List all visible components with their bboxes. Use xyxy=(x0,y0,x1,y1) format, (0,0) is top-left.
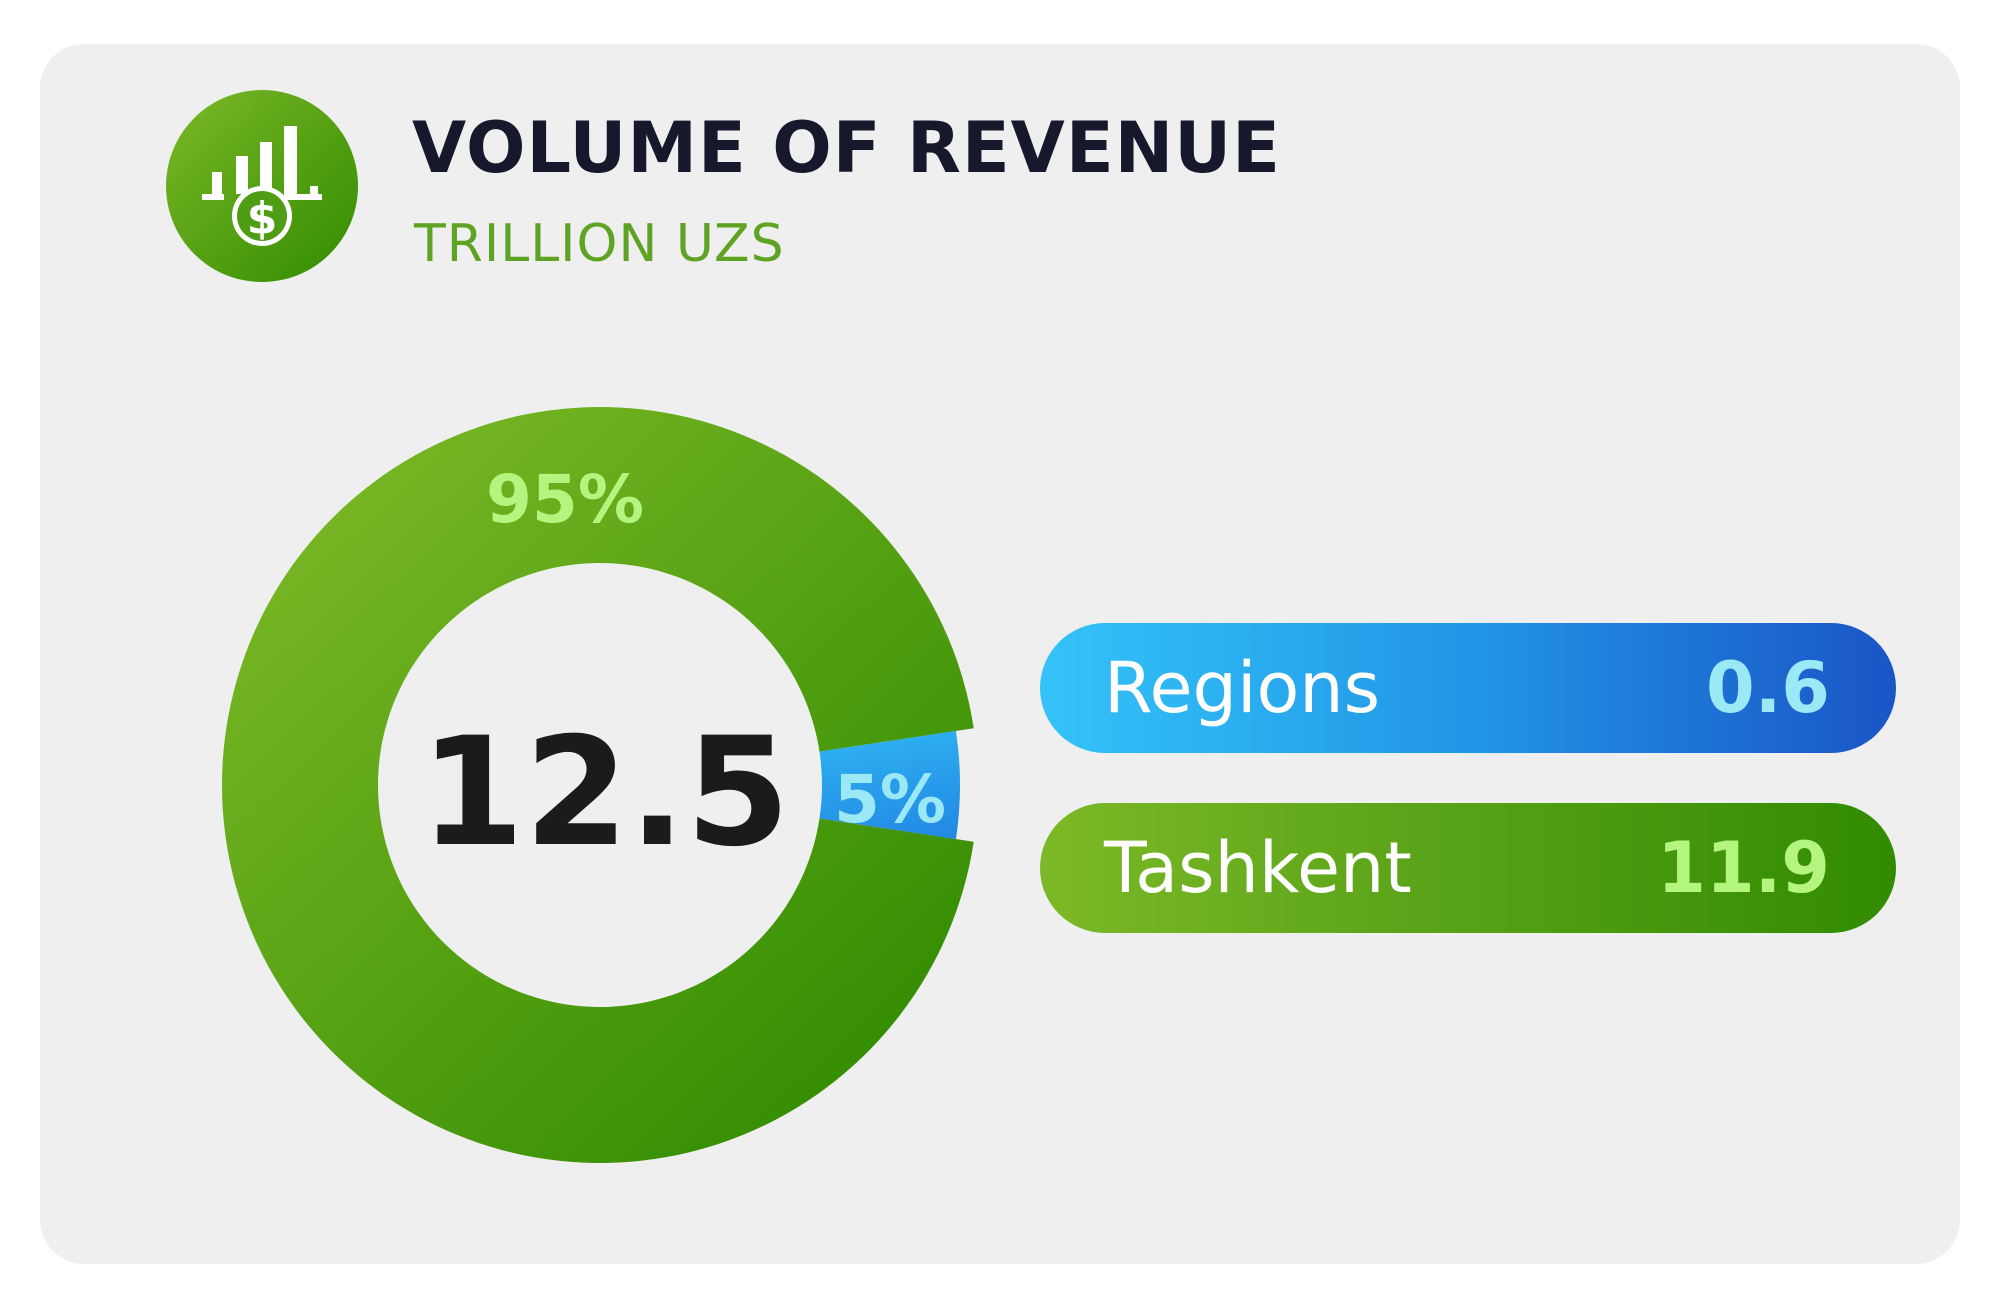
donut-total: 12.5 xyxy=(420,706,790,880)
legend-item-tashkent: Tashkent 11.9 xyxy=(1040,803,1896,933)
legend-value-tashkent: 11.9 xyxy=(1657,827,1830,909)
slice-label-tashkent: 95% xyxy=(486,461,644,538)
donut-slice-tashkent xyxy=(222,406,974,1163)
revenue-growth-icon: $ xyxy=(166,90,358,282)
legend-label-tashkent: Tashkent xyxy=(1104,827,1412,909)
legend-item-regions: Regions 0.6 xyxy=(1040,623,1896,753)
chart-subtitle: TRILLION UZS xyxy=(414,214,785,274)
donut-slice-regions xyxy=(819,730,960,840)
legend-value-regions: 0.6 xyxy=(1705,647,1830,729)
slice-label-regions: 5% xyxy=(834,761,946,838)
legend-label-regions: Regions xyxy=(1104,647,1381,729)
chart-title: VOLUME OF REVENUE xyxy=(412,107,1281,189)
svg-text:$: $ xyxy=(247,193,278,244)
